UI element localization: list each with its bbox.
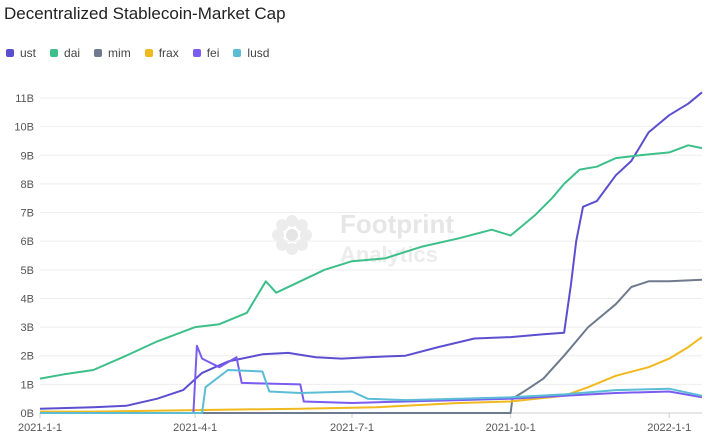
y-tick-label: 2B <box>21 351 34 363</box>
y-tick-label: 6B <box>21 236 34 248</box>
legend-swatch <box>94 49 103 57</box>
legend-swatch <box>233 49 242 57</box>
series-line-fei[interactable] <box>40 344 703 414</box>
y-tick-label: 11B <box>15 93 34 105</box>
legend-item-ust[interactable]: ust <box>6 46 36 60</box>
series-line-ust[interactable] <box>39 91 703 410</box>
legend-label: ust <box>20 46 37 60</box>
y-tick-label: 1B <box>21 379 34 391</box>
chart-title: Decentralized Stablecoin-Market Cap <box>4 4 286 23</box>
legend-item-mim[interactable]: mim <box>94 46 131 60</box>
legend-swatch <box>50 49 59 57</box>
legend-label: lusd <box>247 46 270 60</box>
x-tick-label: 2021-7-1 <box>330 422 374 434</box>
x-tick-label: 2022-1-1 <box>647 422 691 434</box>
legend: ust dai mim frax fei lusd <box>6 46 269 60</box>
x-tick-label: 2021-10-1 <box>486 422 536 434</box>
y-tick-label: 0B <box>21 408 34 420</box>
legend-swatch <box>192 49 201 57</box>
legend-label: fei <box>206 46 220 60</box>
watermark-text: Footprint <box>340 209 454 239</box>
legend-item-frax[interactable]: frax <box>144 46 179 60</box>
y-tick-label: 9B <box>21 150 34 162</box>
y-axis: 0B 1B 2B 3B 4B 5B 6B 7B 8B 9B 10B 11B <box>14 93 34 420</box>
series-group <box>39 91 703 414</box>
series-line-frax[interactable] <box>40 336 703 413</box>
y-tick-label: 4B <box>21 293 34 305</box>
legend-swatch <box>144 49 153 57</box>
y-tick-label: 7B <box>21 208 34 220</box>
legend-item-dai[interactable]: dai <box>50 46 80 60</box>
footprint-logo-icon <box>272 215 312 255</box>
legend-label: mim <box>108 46 131 60</box>
legend-label: frax <box>158 46 179 60</box>
series-line-lusd[interactable] <box>40 369 703 414</box>
y-tick-label: 8B <box>21 179 34 191</box>
x-tick-label: 2021-1-1 <box>18 422 62 434</box>
legend-label: dai <box>64 46 81 60</box>
x-axis: 2021-1-1 2021-4-1 2021-7-1 2021-10-1 2022-1-… <box>18 413 691 434</box>
y-tick-label: 3B <box>21 322 34 334</box>
y-tick-label: 10B <box>14 122 34 134</box>
series-line-dai[interactable] <box>39 144 703 380</box>
legend-item-fei[interactable]: fei <box>192 46 220 60</box>
y-tick-label: 5B <box>21 265 34 277</box>
legend-swatch <box>6 49 14 57</box>
x-tick-label: 2021-4-1 <box>173 422 217 434</box>
legend-item-lusd[interactable]: lusd <box>233 46 269 60</box>
